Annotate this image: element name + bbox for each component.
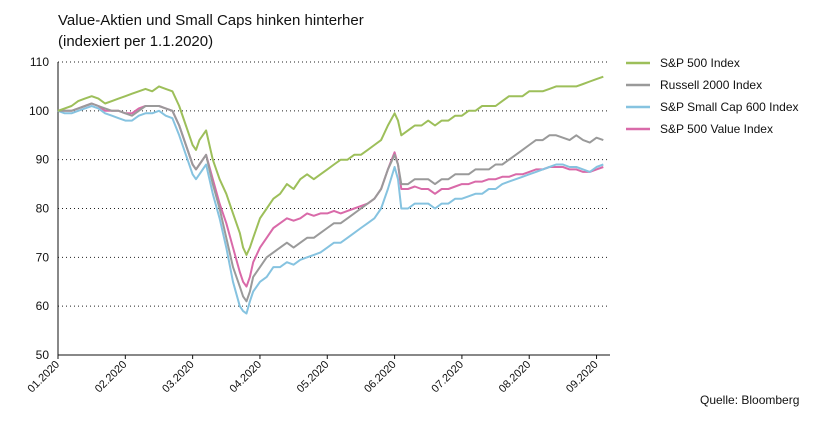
chart-subtitle: (indexiert per 1.1.2020)	[58, 33, 214, 50]
legend-label: S&P 500 Index	[660, 56, 740, 70]
y-tick-label: 60	[36, 299, 50, 313]
x-axis-ticks: 01.2020 02.2020 03.2020 04.2020 05.2020 06.20…	[26, 359, 601, 396]
x-tick-label: 07.2020	[429, 359, 466, 396]
legend-label: Russell 2000 Index	[660, 78, 762, 92]
y-tick-label: 100	[29, 104, 49, 118]
y-tick-label: 70	[36, 250, 50, 264]
x-tick-label: 08.2020	[497, 359, 534, 396]
y-tick-label: 80	[36, 202, 50, 216]
x-tick-label: 04.2020	[227, 359, 264, 396]
legend-label: S&P Small Cap 600 Index	[660, 100, 799, 114]
gridlines	[58, 61, 610, 307]
legend-label: S&P 500 Value Index	[660, 122, 773, 136]
y-axis-ticks: 50 60 70 80 90 100 110	[29, 55, 49, 362]
x-tick-label: 06.2020	[362, 359, 399, 396]
x-tick-label: 02.2020	[93, 359, 130, 396]
series-line	[58, 102, 604, 303]
legend: S&P 500 Index Russell 2000 Index S&P Small…	[626, 56, 799, 136]
x-tick-label: 01.2020	[26, 359, 63, 396]
source-note: Quelle: Bloomberg	[700, 393, 800, 407]
series-line	[58, 102, 604, 288]
chart-title: Value-Aktien und Small Caps hinken hinte…	[58, 12, 364, 29]
y-tick-label: 50	[36, 348, 50, 362]
series-lines	[57, 75, 604, 315]
x-tick-label: 05.2020	[295, 359, 332, 396]
x-tick-label: 03.2020	[160, 359, 197, 396]
y-tick-label: 90	[36, 153, 50, 167]
series-line	[57, 75, 604, 256]
x-tick-label: 09.2020	[564, 359, 601, 396]
y-tick-label: 110	[30, 55, 49, 69]
series-line	[57, 105, 604, 315]
